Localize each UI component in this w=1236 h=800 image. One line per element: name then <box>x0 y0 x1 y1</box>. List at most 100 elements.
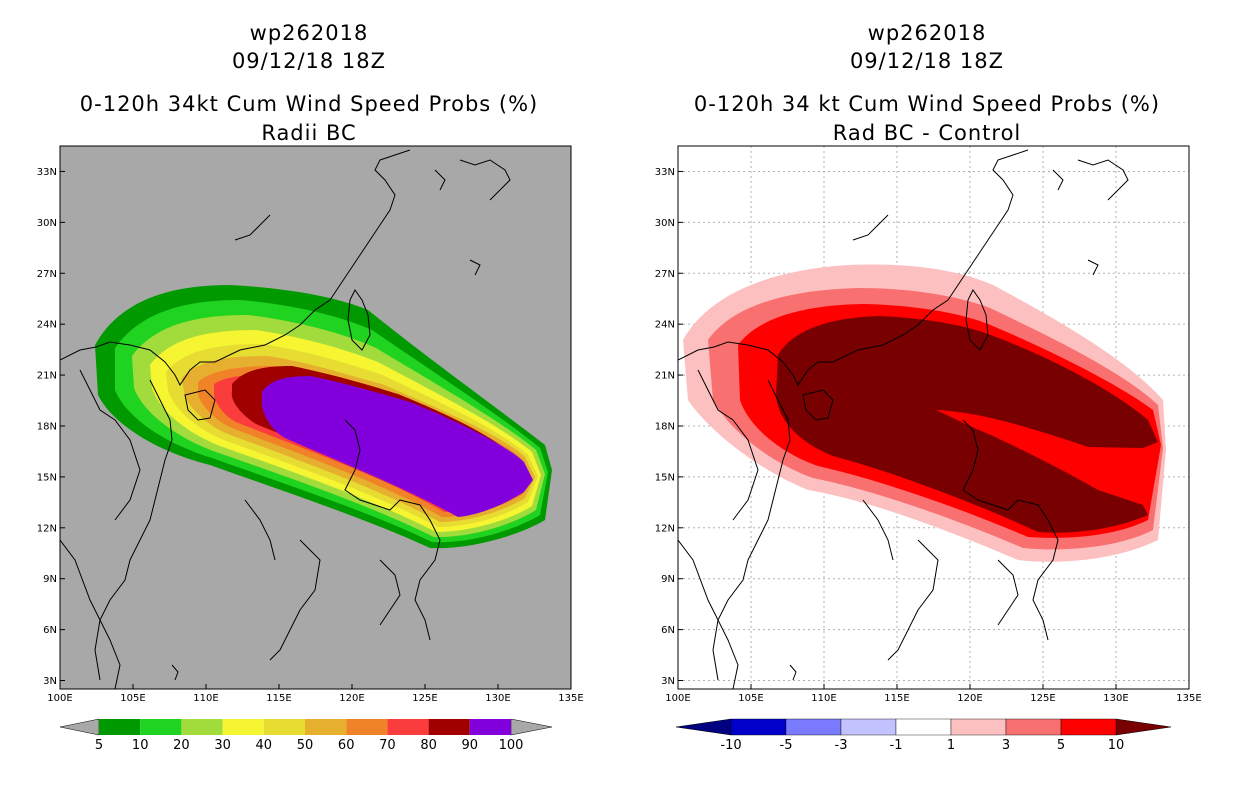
colorbar-label: 5 <box>1057 738 1065 753</box>
colorbar-label: 30 <box>214 738 231 753</box>
lat-tick-label: 33N <box>655 167 675 178</box>
probability-swath <box>95 285 552 549</box>
map-radii-bc: 100E 105E 110E 115E 120E 125E 130E 135E 3N 6N 9N 12… <box>37 145 584 753</box>
colorbar-end-triangle <box>1115 718 1172 736</box>
colorbar-swatch <box>346 719 388 735</box>
lon-tick-label: 130E <box>1103 693 1128 704</box>
colorbar-swatch <box>1060 718 1117 736</box>
colorbar-end-triangle <box>59 718 100 736</box>
colorbar-label: 80 <box>420 738 437 753</box>
lon-tick-label: 115E <box>266 693 291 704</box>
map-axes: 100E 105E 110E 115E 120E 125E 130E 135E 3N 6N 9N 12… <box>655 167 1202 704</box>
map-frame <box>677 145 1190 690</box>
lat-tick-label: 30N <box>655 218 675 229</box>
lat-tick-label: 12N <box>655 523 675 534</box>
lat-tick-label: 9N <box>661 574 675 585</box>
lon-tick-label: 120E <box>957 693 982 704</box>
colorbar-swatch <box>428 719 470 735</box>
lat-tick-label: 24N <box>655 320 675 331</box>
colorbar-label: 10 <box>1108 738 1125 753</box>
colorbar-swatch <box>181 719 223 735</box>
lat-tick-label: 9N <box>43 574 57 585</box>
lon-tick-label: 125E <box>412 693 437 704</box>
storm-id: wp262018 <box>249 21 369 45</box>
lat-tick-label: 6N <box>43 625 57 636</box>
lon-tick-label: 125E <box>1030 693 1055 704</box>
colorbar-swatch <box>469 719 511 735</box>
lat-tick-label: 3N <box>661 676 675 687</box>
map-axes: 100E 105E 110E 115E 120E 125E 130E 135E 3N 6N 9N 12… <box>37 167 584 704</box>
lat-tick-label: 15N <box>37 472 57 483</box>
lat-tick-label: 18N <box>37 421 57 432</box>
colorbar-label: 60 <box>338 738 355 753</box>
panel-rad-bc-control: wp262018 09/12/18 18Z 0-120h 34 kt Cum W… <box>618 0 1236 800</box>
lat-tick-label: 30N <box>37 218 57 229</box>
colorbar-label: 10 <box>132 738 149 753</box>
colorbar-label: -10 <box>720 738 741 753</box>
colorbar-swatch <box>387 719 429 735</box>
colorbar-swatch <box>785 718 842 736</box>
colorbar-label: -1 <box>890 738 903 753</box>
lon-tick-label: 115E <box>884 693 909 704</box>
lon-tick-label: 100E <box>47 693 72 704</box>
lon-tick-label: 110E <box>811 693 836 704</box>
lon-tick-label: 120E <box>339 693 364 704</box>
storm-id: wp262018 <box>867 21 987 45</box>
lat-tick-label: 27N <box>655 269 675 280</box>
colorbar: -10 -5 -3 -1 1 3 5 10 <box>675 718 1172 753</box>
coastlines <box>60 149 511 689</box>
colorbar-swatch <box>222 719 264 735</box>
colorbar-end-triangle <box>675 718 732 736</box>
forecast-datetime: 09/12/18 18Z <box>849 49 1005 73</box>
lat-tick-label: 21N <box>37 371 57 382</box>
colorbar-swatch <box>895 718 952 736</box>
lon-tick-label: 130E <box>485 693 510 704</box>
colorbar-swatch <box>305 719 347 735</box>
colorbar-label: 100 <box>499 738 524 753</box>
colorbar-swatch <box>140 719 182 735</box>
colorbar-swatch <box>950 718 1007 736</box>
colorbar-label: 90 <box>462 738 479 753</box>
colorbar-end-triangle <box>510 718 553 736</box>
colorbar: 5 10 20 30 40 50 60 70 80 90 100 <box>59 718 553 753</box>
lat-tick-label: 12N <box>37 523 57 534</box>
lon-tick-label: 135E <box>558 693 583 704</box>
lon-tick-label: 105E <box>120 693 145 704</box>
colorbar-label: 50 <box>297 738 314 753</box>
product-title: 0-120h 34kt Cum Wind Speed Probs (%) <box>79 92 539 116</box>
product-subtitle: Rad BC - Control <box>832 121 1022 145</box>
colorbar-label: 20 <box>173 738 190 753</box>
forecast-datetime: 09/12/18 18Z <box>231 49 387 73</box>
lon-tick-label: 110E <box>193 693 218 704</box>
colorbar-label: 70 <box>379 738 396 753</box>
colorbar-label: 5 <box>95 738 103 753</box>
lat-tick-label: 18N <box>655 421 675 432</box>
map-rad-bc-control: 100E 105E 110E 115E 120E 125E 130E 135E3N6N9N12… <box>655 145 1202 753</box>
lat-tick-label: 33N <box>37 167 57 178</box>
lat-tick-label: 3N <box>43 676 57 687</box>
lon-tick-label: 100E <box>665 693 690 704</box>
lat-tick-label: 24N <box>37 320 57 331</box>
colorbar-label: -5 <box>780 738 793 753</box>
map-frame <box>59 145 572 690</box>
colorbar-label: 3 <box>1002 738 1010 753</box>
colorbar-label: 1 <box>947 738 955 753</box>
product-subtitle: Radii BC <box>261 121 357 145</box>
lat-tick-label: 27N <box>37 269 57 280</box>
product-title: 0-120h 34 kt Cum Wind Speed Probs (%) <box>693 92 1161 116</box>
colorbar-swatch <box>730 718 787 736</box>
colorbar-swatch <box>1005 718 1062 736</box>
colorbar-swatch <box>840 718 897 736</box>
lon-tick-label: 135E <box>1176 693 1201 704</box>
lon-tick-label: 105E <box>738 693 763 704</box>
panel-radii-bc: wp262018 09/12/18 18Z 0-120h 34kt Cum Wi… <box>37 21 584 753</box>
difference-swath <box>683 264 1166 562</box>
coastlines <box>678 149 1129 689</box>
lat-tick-label: 21N <box>655 371 675 382</box>
lat-tick-label: 6N <box>661 625 675 636</box>
colorbar-label: -3 <box>835 738 848 753</box>
colorbar-label: 40 <box>256 738 273 753</box>
colorbar-swatch <box>99 719 141 735</box>
colorbar-swatch <box>263 719 305 735</box>
lat-tick-label: 15N <box>655 472 675 483</box>
